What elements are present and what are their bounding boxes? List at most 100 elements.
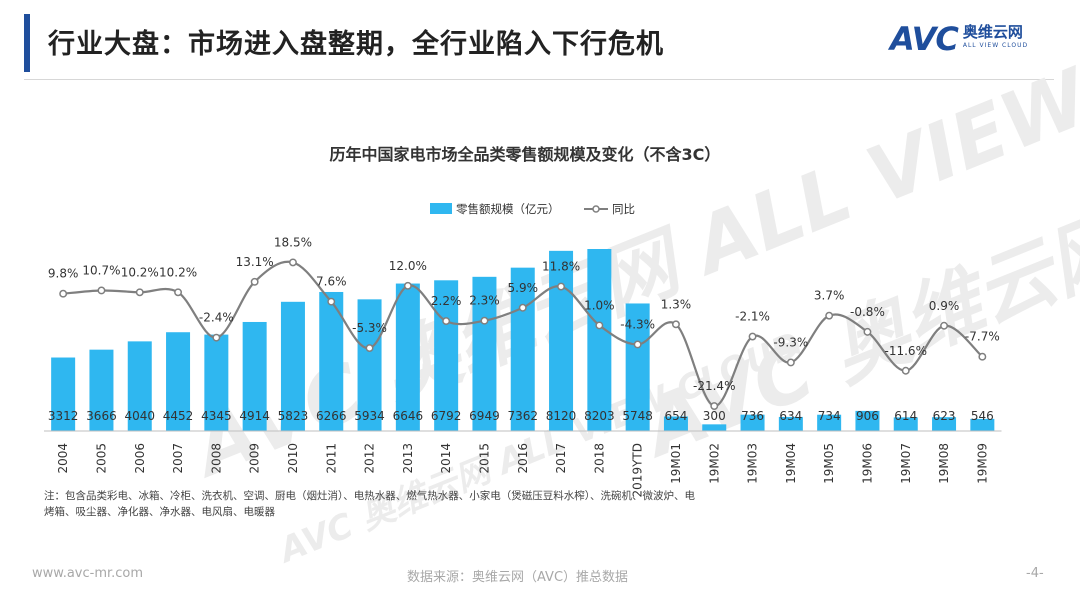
chart-title: 历年中国家电市场全品类零售额规模及变化（不含3C） <box>330 145 721 164</box>
yoy-point <box>480 316 489 325</box>
yoy-label: -4.3% <box>620 317 655 331</box>
yoy-label: 2.2% <box>431 294 462 308</box>
category-label: 19M01 <box>669 443 683 484</box>
bar <box>204 334 229 431</box>
yoy-label: -2.4% <box>199 311 234 325</box>
logo-cn: 奥维云网 <box>962 23 1023 41</box>
category-label: 2015 <box>477 443 491 474</box>
bar-value-label: 8203 <box>584 409 615 423</box>
yoy-point <box>786 358 795 367</box>
yoy-label: 10.2% <box>159 265 197 279</box>
category-label: 2018 <box>592 443 606 474</box>
category-label: 19M06 <box>860 443 874 484</box>
bar-value-label: 6646 <box>393 409 424 423</box>
category-label: 2017 <box>554 443 568 474</box>
bar-value-label: 614 <box>894 409 917 423</box>
yoy-label: -7.7% <box>965 330 1000 344</box>
bar <box>932 417 957 431</box>
category-label: 2008 <box>209 443 223 474</box>
bar <box>319 291 344 431</box>
yoy-label: 9.8% <box>48 267 79 281</box>
bar <box>970 418 995 431</box>
category-label: 19M07 <box>899 443 913 484</box>
bar-value-label: 906 <box>856 409 879 423</box>
yoy-point <box>442 317 451 326</box>
bar <box>434 280 459 431</box>
yoy-label: 10.2% <box>121 265 159 279</box>
bar <box>472 276 497 431</box>
yoy-point <box>633 340 642 349</box>
bar <box>663 416 688 431</box>
category-label: 2011 <box>324 443 338 474</box>
bar-value-label: 546 <box>971 409 994 423</box>
category-label: 2013 <box>401 443 415 474</box>
bar-value-label: 7362 <box>507 409 538 423</box>
bar <box>587 249 612 431</box>
header-divider <box>24 79 1054 80</box>
footnote: 注：包含品类彩电、冰箱、冷柜、洗衣机、空调、厨电（烟灶消）、电热水器、燃气热水器… <box>44 490 695 518</box>
bar <box>625 303 650 431</box>
yoy-label: 13.1% <box>236 255 274 269</box>
yoy-point <box>978 352 987 361</box>
bar-value-label: 734 <box>818 409 841 423</box>
bar <box>127 341 152 431</box>
bar-value-label: 5823 <box>278 409 309 423</box>
category-label: 2009 <box>248 443 262 474</box>
bar-value-label: 623 <box>933 409 956 423</box>
yoy-label: -5.3% <box>352 321 387 335</box>
footer-url[interactable]: www.avc-mr.com <box>32 566 144 581</box>
yoy-point <box>289 258 297 267</box>
logo-en: ALL VIEW CLOUD <box>962 42 1029 49</box>
category-label: 2014 <box>439 443 453 474</box>
yoy-point <box>97 286 106 295</box>
category-label: 19M09 <box>975 443 989 484</box>
bar-value-label: 4914 <box>239 409 270 423</box>
bar-value-label: 3312 <box>48 409 79 423</box>
bar-value-label: 6266 <box>316 409 347 423</box>
bar-value-label: 5934 <box>354 409 385 423</box>
yoy-label: 12.0% <box>389 259 427 273</box>
bar-value-label: 6949 <box>469 409 500 423</box>
bar-value-label: 4040 <box>124 409 155 423</box>
legend-line-label: 同比 <box>612 202 635 216</box>
bar-value-label: 634 <box>779 409 802 423</box>
bar <box>395 283 420 431</box>
yoy-point <box>901 366 910 375</box>
page-title: 行业大盘：市场进入盘整期，全行业陷入下行危机 <box>48 29 664 60</box>
category-label: 19M04 <box>784 443 798 484</box>
yoy-point <box>518 303 527 312</box>
bar <box>893 417 918 431</box>
yoy-label: 1.3% <box>661 297 692 311</box>
data-source: 数据来源：奥维云网（AVC）推总数据 <box>407 570 629 585</box>
category-label: 19M05 <box>822 443 836 484</box>
category-label: 2007 <box>171 443 185 474</box>
category-label: 2012 <box>363 443 377 474</box>
bar <box>357 299 382 431</box>
bar <box>51 357 76 431</box>
yoy-label: 2.3% <box>469 294 500 308</box>
category-label: 19M03 <box>746 443 760 484</box>
yoy-label: -2.1% <box>735 310 770 324</box>
yoy-label: 10.7% <box>82 263 120 277</box>
category-label: 19M02 <box>707 443 721 484</box>
bar <box>242 321 267 431</box>
bar <box>166 332 191 431</box>
yoy-point <box>212 333 221 342</box>
yoy-point <box>250 277 259 286</box>
title-accent-bar <box>24 14 30 72</box>
yoy-point <box>135 288 144 297</box>
yoy-point <box>710 402 719 410</box>
bar <box>89 349 114 431</box>
bar-value-label: 6792 <box>431 409 462 423</box>
yoy-label: 0.9% <box>929 299 960 313</box>
yoy-label: 5.9% <box>508 281 539 295</box>
category-label: 2006 <box>133 443 147 474</box>
category-label: 2019YTD <box>631 443 645 497</box>
bar <box>817 414 842 431</box>
yoy-label: -0.8% <box>850 305 885 319</box>
logo-text: AVC <box>890 20 959 58</box>
bar <box>778 416 803 431</box>
bar-value-label: 4345 <box>201 409 232 423</box>
yoy-point <box>174 288 183 297</box>
